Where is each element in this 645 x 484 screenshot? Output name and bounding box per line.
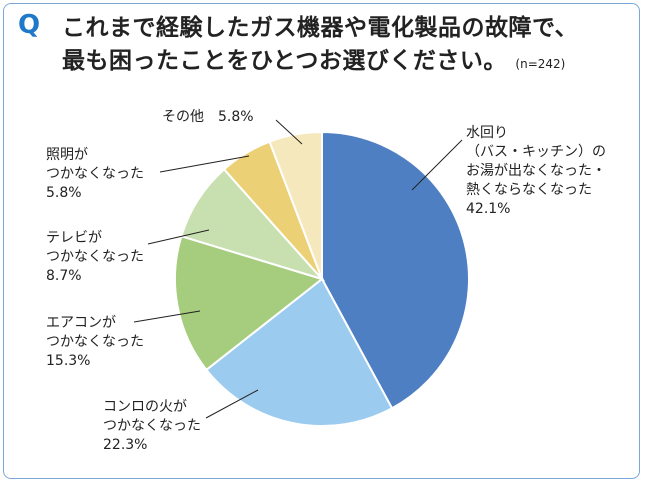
pie-slice-1 — [321, 130, 470, 410]
slice-label-line: つかなくなった — [46, 166, 144, 182]
slice-value: 22.3% — [103, 437, 148, 453]
slice-label-line: お湯が出なくなった・ — [466, 163, 606, 179]
slice-label-line: つかなくなった — [103, 418, 201, 434]
slice-label-line: その他 5.8% — [162, 109, 254, 125]
slice-label-6: その他 5.8% — [162, 108, 254, 127]
question-title: これまで経験したガス機器や電化製品の故障で、 最も困ったことをひとつお選びくださ… — [62, 12, 632, 81]
slice-label-4: テレビがつかなくなった 8.7% — [46, 229, 144, 286]
leader-line-4 — [147, 229, 210, 245]
slice-label-line: つかなくなった — [46, 334, 144, 350]
slice-label-line: テレビが — [46, 230, 102, 246]
slice-value: 15.3% — [46, 353, 91, 369]
pie-slice-3 — [174, 234, 325, 372]
slice-label-line: コンロの火が — [103, 399, 187, 415]
slice-value: 42.1% — [466, 201, 511, 217]
chart-frame — [3, 3, 640, 479]
slice-label-1: 水回り （バス・キッチン）の お湯が出なくなった・ 熱くならなくなった 42.1% — [466, 124, 606, 219]
leader-line-6 — [275, 119, 303, 145]
slice-label-line: 熱くならなくなった — [466, 182, 592, 198]
slice-label-line: 照明が — [46, 147, 88, 163]
leader-line-2 — [205, 389, 259, 419]
leader-line-5 — [159, 155, 250, 173]
sample-size-note: (n=242) — [515, 57, 566, 71]
pie-slice-6 — [268, 130, 323, 280]
slice-label-line: （バス・キッチン）の — [466, 144, 606, 160]
slice-label-line: 水回り — [466, 125, 508, 141]
slice-label-5: 照明がつかなくなった 5.8% — [46, 146, 144, 203]
slice-label-2: コンロの火が つかなくなった 22.3% — [103, 398, 201, 455]
slice-label-line: つかなくなった — [46, 249, 144, 265]
question-mark: Q — [18, 10, 41, 40]
slice-label-3: エアコンがつかなくなった 15.3% — [46, 314, 144, 371]
title-line-2: 最も困ったことをひとつお選びください。 (n=242) — [62, 45, 632, 81]
slice-value: 5.8% — [46, 185, 82, 201]
leader-line-3 — [133, 310, 201, 323]
title-line-1: これまで経験したガス機器や電化製品の故障で、 — [62, 15, 579, 41]
slice-value: 8.7% — [46, 268, 82, 284]
slice-label-line: エアコンが — [46, 315, 116, 331]
leader-line-1 — [411, 139, 463, 191]
title-line-2-text: 最も困ったことをひとつお選びください。 — [62, 48, 507, 74]
pie-slice-2 — [205, 277, 394, 427]
